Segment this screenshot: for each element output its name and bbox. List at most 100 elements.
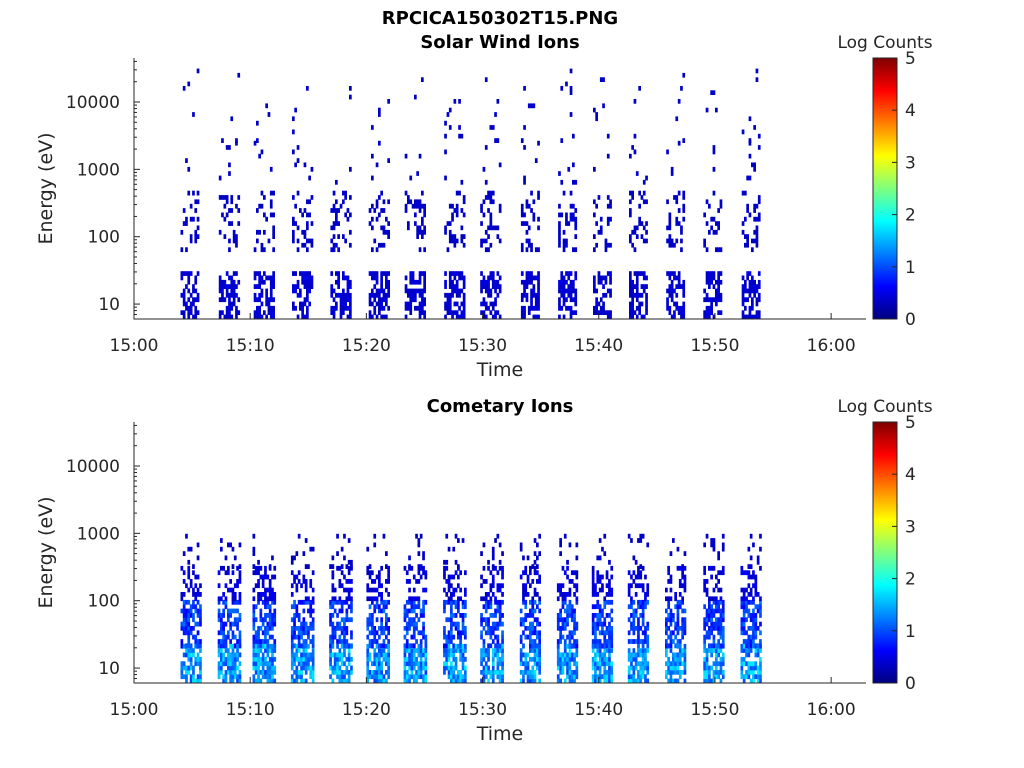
spectrogram-cell [385, 652, 388, 658]
spectrogram-cell [380, 592, 383, 597]
spectrogram-cell [382, 208, 386, 213]
spectrogram-cell [520, 212, 524, 218]
spectrogram-cell [710, 310, 713, 315]
spectrogram-cell [292, 149, 295, 155]
spectrogram-cell [378, 643, 381, 649]
spectrogram-cell [335, 212, 338, 218]
spectrogram-cell [264, 574, 267, 580]
spectrogram-cell [673, 275, 676, 281]
spectrogram-cell [252, 570, 256, 576]
spectrogram-cell [408, 648, 411, 653]
spectrogram-cell [292, 238, 295, 244]
spectrogram-cell [194, 234, 198, 239]
spectrogram-cell [757, 310, 761, 315]
spectrogram-cell [703, 656, 706, 662]
spectrogram-cell [296, 314, 300, 320]
spectrogram-cell [350, 630, 353, 636]
spectrogram-cell [273, 617, 277, 623]
spectrogram-cell [752, 583, 755, 589]
spectrogram-cell [637, 630, 640, 636]
spectrogram-cell [380, 599, 383, 605]
spectrogram-cell [627, 674, 631, 680]
spectrogram-cell [225, 284, 229, 289]
spectrogram-cell [182, 221, 186, 226]
spectrogram-cell [754, 626, 758, 631]
spectrogram-cell [526, 674, 530, 680]
spectrogram-cell [306, 275, 309, 281]
spectrogram-cell [681, 574, 684, 580]
spectrogram-cell [223, 297, 227, 303]
spectrogram-cell [268, 592, 272, 597]
spectrogram-cell [721, 604, 725, 610]
spectrogram-cell [705, 670, 709, 675]
spectrogram-cell [712, 626, 716, 631]
spectrogram-cell [741, 297, 745, 303]
spectrogram-cell [185, 284, 188, 289]
spectrogram-cell [757, 195, 761, 200]
spectrogram-cell [538, 621, 541, 627]
spectrogram-cell [753, 166, 756, 172]
spectrogram-cell [489, 242, 493, 248]
spectrogram-cell [296, 225, 300, 231]
spectrogram-cell [236, 678, 239, 684]
spectrogram-cell [349, 166, 352, 172]
spectrogram-cell [273, 648, 277, 653]
spectrogram-cell [378, 242, 381, 248]
spectrogram-cell [606, 195, 610, 200]
spectrogram-cell [531, 656, 535, 662]
spectrogram-cell [569, 68, 573, 74]
spectrogram-cell [233, 661, 237, 667]
spectrogram-cell [717, 630, 720, 636]
spectrogram-cell [759, 596, 762, 602]
spectrogram-cell [487, 305, 490, 311]
spectrogram-cell [371, 626, 374, 631]
spectrogram-cell [338, 599, 342, 605]
spectrogram-cell [261, 583, 265, 589]
spectrogram-cell [668, 292, 672, 298]
spectrogram-cell [644, 634, 647, 640]
spectrogram-cell [482, 238, 486, 244]
spectrogram-cell [572, 279, 575, 285]
spectrogram-cell [556, 621, 560, 627]
spectrogram-cell [639, 604, 643, 610]
spectrogram-cell [366, 570, 370, 576]
spectrogram-cell [721, 634, 725, 640]
spectrogram-cell [218, 284, 222, 289]
spectrogram-cell [338, 648, 342, 653]
spectrogram-cell [371, 301, 374, 307]
spectrogram-cell [603, 599, 607, 605]
spectrogram-cell [189, 579, 193, 584]
spectrogram-cell [311, 596, 315, 602]
spectrogram-cell [637, 621, 640, 627]
spectrogram-cell [461, 656, 465, 662]
spectrogram-cell [609, 275, 612, 281]
spectrogram-cell [672, 630, 675, 636]
spectrogram-cell [487, 670, 490, 675]
spectrogram-cell [443, 652, 446, 658]
spectrogram-cell [667, 596, 670, 602]
spectrogram-cell [666, 199, 669, 205]
spectrogram-cell [751, 238, 754, 244]
spectrogram-cell [629, 292, 632, 298]
spectrogram-cell [480, 652, 483, 658]
spectrogram-cell [375, 617, 379, 623]
spectrogram-cell [330, 238, 334, 244]
spectrogram-cell [196, 297, 200, 303]
spectrogram-cell [333, 630, 337, 636]
spectrogram-cell [231, 630, 235, 636]
spectrogram-cell [598, 587, 602, 593]
spectrogram-cell [380, 275, 383, 281]
spectrogram-cell [220, 670, 223, 675]
spectrogram-cell [561, 656, 565, 662]
spectrogram-cell [373, 670, 377, 675]
spectrogram-cell [639, 639, 643, 644]
spectrogram-cell [496, 284, 500, 289]
spectrogram-cell [748, 279, 752, 285]
spectrogram-cell [558, 284, 561, 289]
spectrogram-cell [759, 661, 762, 667]
spectrogram-cell [566, 665, 569, 671]
colorbar-label: Log Counts [837, 397, 932, 417]
spectrogram-cell [755, 301, 759, 307]
spectrogram-cell [451, 314, 454, 320]
spectrogram-cell [712, 546, 716, 552]
